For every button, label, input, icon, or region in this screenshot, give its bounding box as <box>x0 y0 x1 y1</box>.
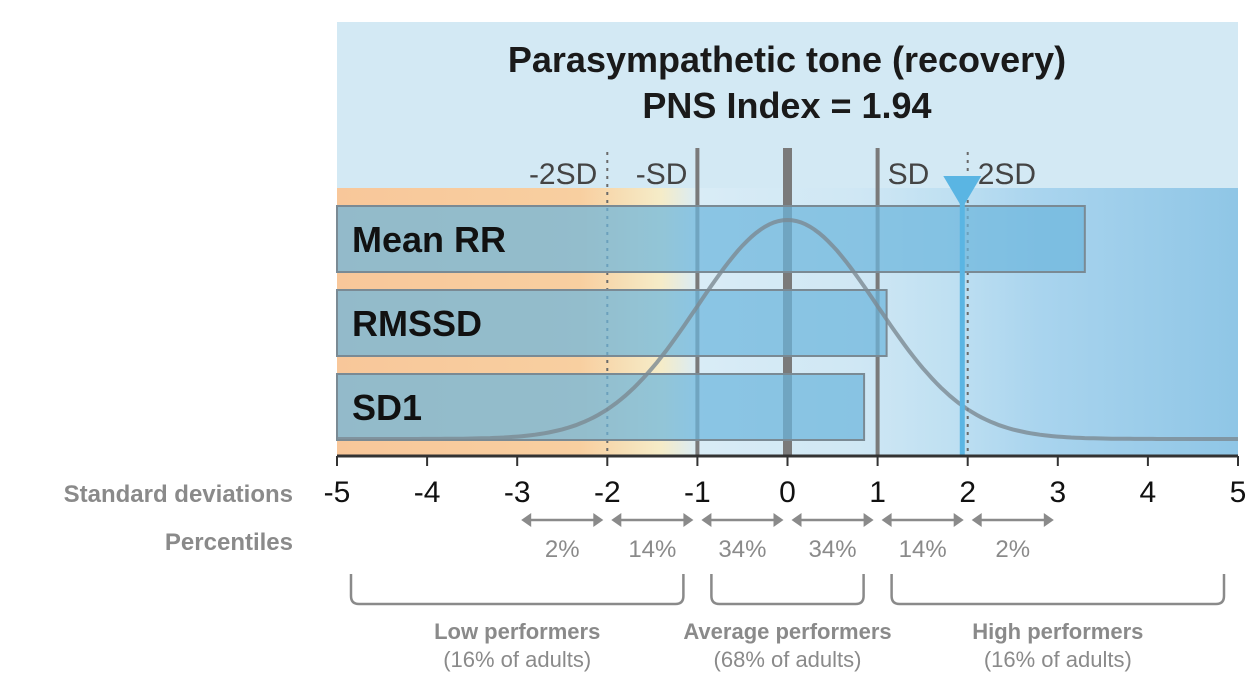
arrow-head-left <box>881 513 892 527</box>
tick-label: 0 <box>779 476 796 509</box>
group-title: Average performers <box>683 619 891 644</box>
chart-title: Parasympathetic tone (recovery) <box>508 39 1066 80</box>
arrow-head-left <box>611 513 622 527</box>
standard-deviations-label: Standard deviations <box>64 481 293 508</box>
group-brace <box>890 574 1226 606</box>
group-subtitle: (16% of adults) <box>443 647 591 672</box>
bar <box>336 373 866 441</box>
arrow-head-right <box>1043 513 1054 527</box>
chart-subtitle: PNS Index = 1.94 <box>642 85 931 126</box>
arrow-head-right <box>773 513 784 527</box>
index-triangle <box>943 176 982 208</box>
arrow-head-left <box>521 513 532 527</box>
percentiles-label: Percentiles <box>165 529 293 556</box>
percentile-label: 14% <box>899 536 947 563</box>
tick-label: -3 <box>504 476 531 509</box>
group-title: Low performers <box>434 619 600 644</box>
sd-label: 2SD <box>978 158 1036 191</box>
arrow-head-right <box>863 513 874 527</box>
tick-label: 3 <box>1049 476 1066 509</box>
percentile-label: 2% <box>995 536 1030 563</box>
sd-label: SD <box>888 158 930 191</box>
group-subtitle: (16% of adults) <box>984 647 1132 672</box>
arrow-head-left <box>971 513 982 527</box>
arrow-head-right <box>953 513 964 527</box>
bar-label: RMSSD <box>352 303 482 344</box>
pns-index-marker <box>943 176 982 456</box>
arrow-head-right <box>593 513 604 527</box>
bar-label: SD1 <box>352 387 422 428</box>
group-title: High performers <box>972 619 1143 644</box>
arrow-head-left <box>701 513 712 527</box>
x-axis: -5 -4 -3 -2 -1 0 1 2 3 4 5 <box>324 454 1247 509</box>
group-brace <box>349 574 685 606</box>
tick-label: 2 <box>959 476 976 509</box>
tick-label: 1 <box>869 476 886 509</box>
arrow-head-right <box>683 513 694 527</box>
sd-label: -SD <box>636 158 688 191</box>
tick-label: 4 <box>1140 476 1157 509</box>
tick-label: -5 <box>324 476 351 509</box>
percentile-label: 2% <box>545 536 580 563</box>
tick-label: -1 <box>684 476 711 509</box>
performer-groups: Low performers (16% of adults) Average per… <box>349 574 1226 672</box>
group-brace <box>710 574 865 606</box>
normal-distribution-curve <box>337 217 1238 441</box>
tick-label: -4 <box>414 476 441 509</box>
bar <box>336 289 888 357</box>
percentile-row: 2% 14% 34% 34% 14% 2% <box>521 513 1054 563</box>
bar-label: Mean RR <box>352 219 506 260</box>
tick-label: 5 <box>1230 476 1247 509</box>
percentile-label: 34% <box>809 536 857 563</box>
arrow-head-left <box>791 513 802 527</box>
group-subtitle: (68% of adults) <box>714 647 862 672</box>
sd-label: -2SD <box>529 158 597 191</box>
tick-label: -2 <box>594 476 621 509</box>
percentile-label: 34% <box>718 536 766 563</box>
percentile-label: 14% <box>628 536 676 563</box>
